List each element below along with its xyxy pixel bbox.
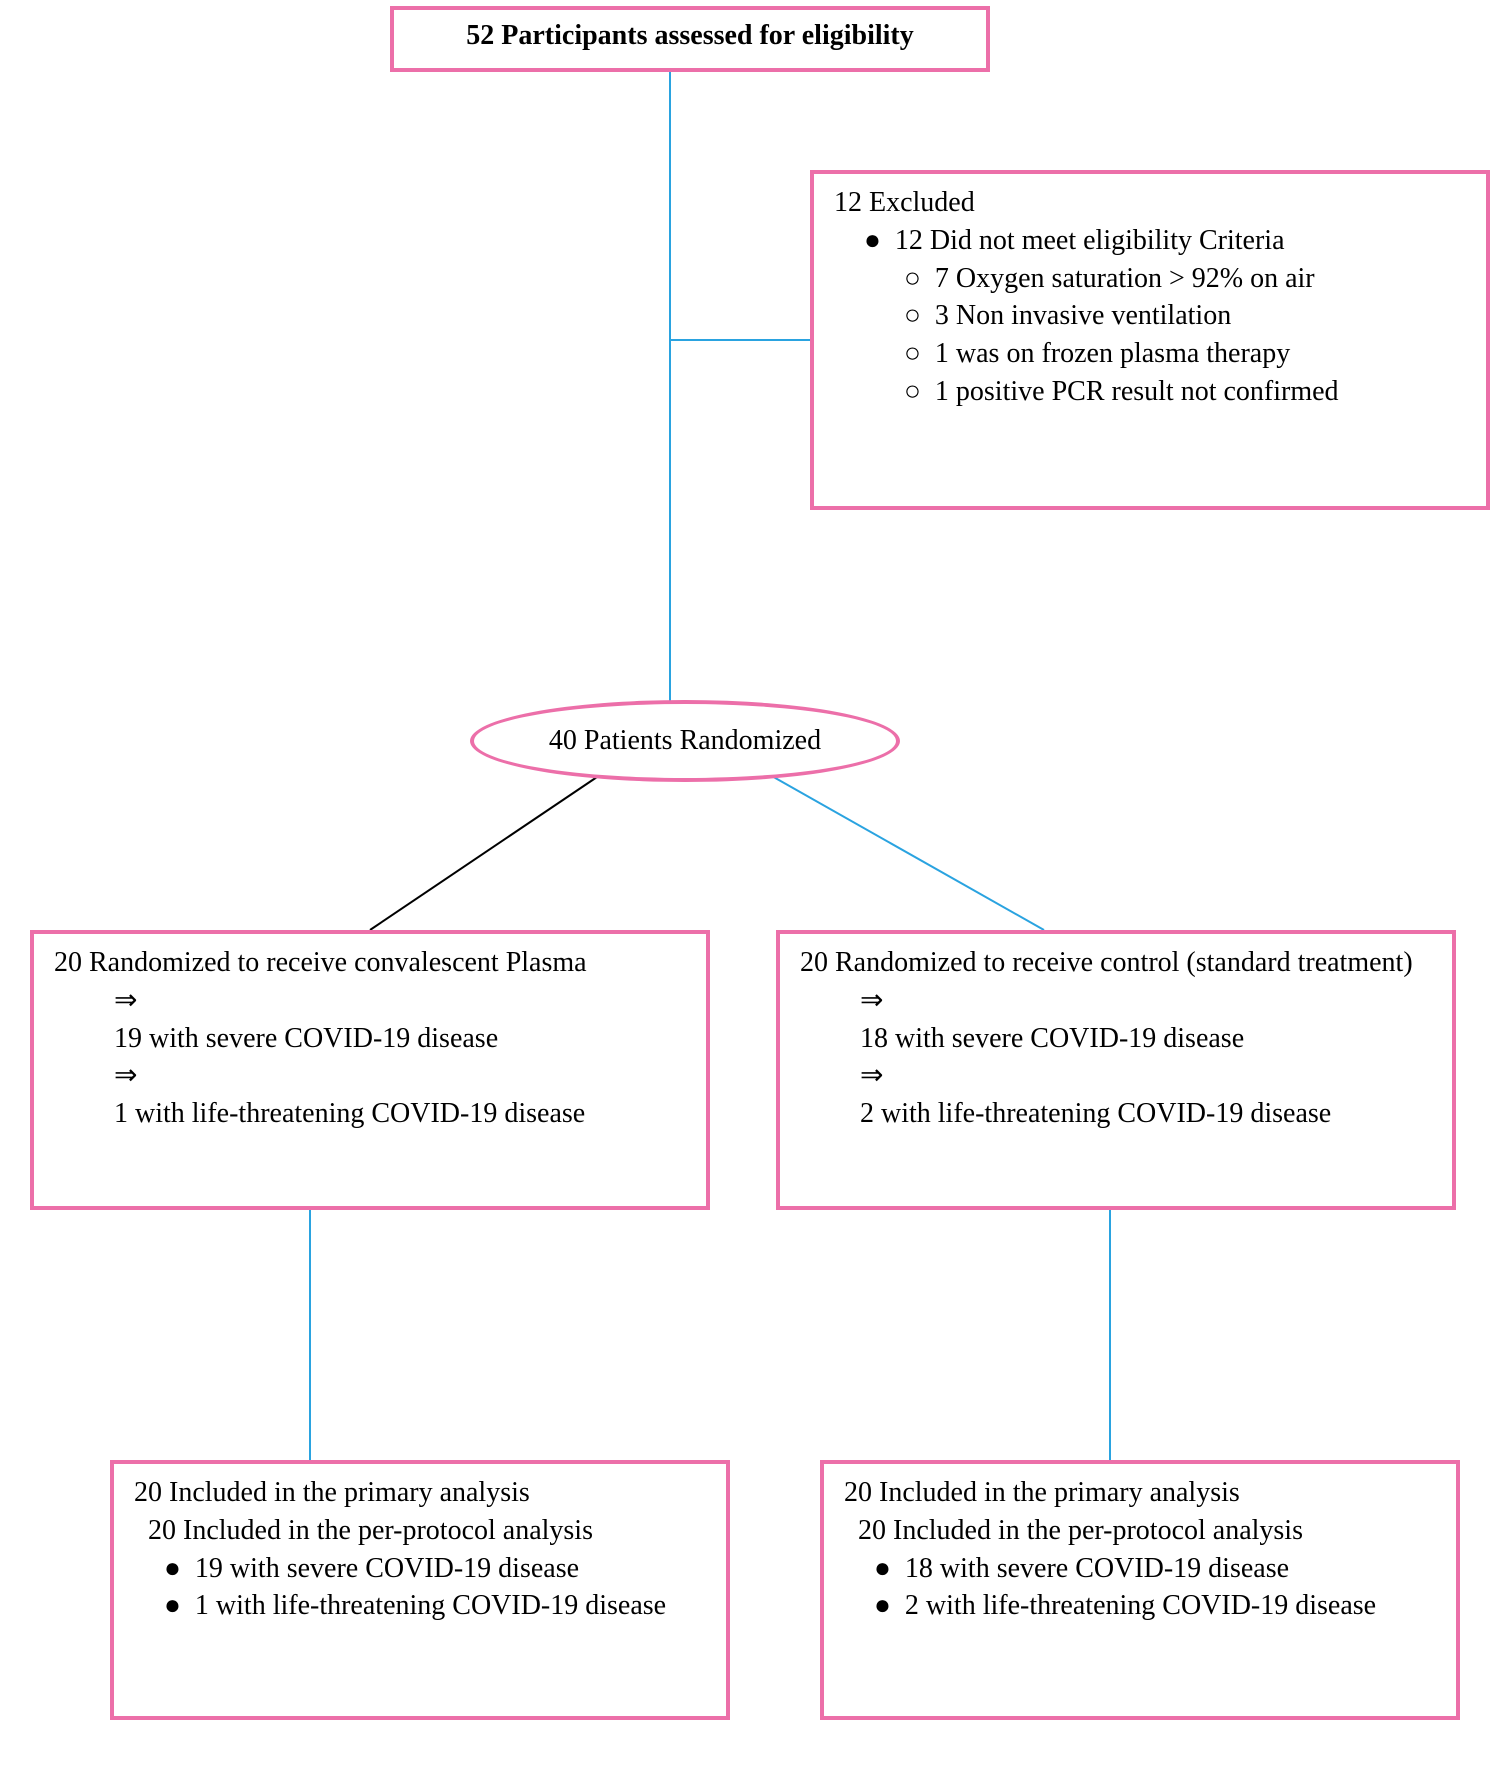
- arm-control-title: 20 Randomized to receive control (standa…: [800, 944, 1432, 982]
- excluded-level2: ○ 7 Oxygen saturation > 92% on air○ 3 No…: [834, 260, 1466, 411]
- arm-plasma-list: ⇒ 19 with severe COVID-19 disease⇒ 1 wit…: [54, 982, 686, 1133]
- excluded-bullet-l1: ● 12 Did not meet eligibility Criteria: [864, 222, 1466, 260]
- analysis-bullet: ● 18 with severe COVID-19 disease: [874, 1550, 1436, 1588]
- analysis-control-bullets: ● 18 with severe COVID-19 disease● 2 wit…: [844, 1550, 1436, 1626]
- node-assessed: 52 Participants assessed for eligibility: [390, 6, 990, 72]
- assessed-text: 52 Participants assessed for eligibility: [414, 20, 966, 52]
- edge-randomized-arm_plasma: [370, 775, 600, 930]
- analysis-line: 20 Included in the primary analysis: [134, 1474, 706, 1512]
- excluded-level1: ● 12 Did not meet eligibility Criteria: [834, 222, 1466, 260]
- node-excluded: 12 Excluded ● 12 Did not meet eligibilit…: [810, 170, 1490, 510]
- node-analysis-control: 20 Included in the primary analysis 20 I…: [820, 1460, 1460, 1720]
- arm-control-list: ⇒ 18 with severe COVID-19 disease⇒ 2 wit…: [800, 982, 1432, 1133]
- node-analysis-plasma: 20 Included in the primary analysis 20 I…: [110, 1460, 730, 1720]
- arrow-item: ⇒ 19 with severe COVID-19 disease: [114, 982, 686, 1058]
- excluded-bullet-l2: ○ 3 Non invasive ventilation: [904, 297, 1466, 335]
- arrow-item: ⇒ 2 with life-threatening COVID-19 disea…: [860, 1057, 1432, 1133]
- arrow-item: ⇒ 1 with life-threatening COVID-19 disea…: [114, 1057, 686, 1133]
- analysis-bullet: ● 2 with life-threatening COVID-19 disea…: [874, 1587, 1436, 1625]
- analysis-line: 20 Included in the primary analysis: [844, 1474, 1436, 1512]
- analysis-bullet: ● 19 with severe COVID-19 disease: [164, 1550, 706, 1588]
- flowchart-canvas: 52 Participants assessed for eligibility…: [0, 0, 1502, 1774]
- edge-assessed-excluded: [670, 72, 810, 340]
- randomized-text: 40 Patients Randomized: [529, 722, 841, 760]
- analysis-plasma-bullets: ● 19 with severe COVID-19 disease● 1 wit…: [134, 1550, 706, 1626]
- excluded-bullet-l2: ○ 7 Oxygen saturation > 92% on air: [904, 260, 1466, 298]
- analysis-control-lines: 20 Included in the primary analysis 20 I…: [844, 1474, 1436, 1550]
- arm-plasma-title: 20 Randomized to receive convalescent Pl…: [54, 944, 686, 982]
- excluded-title: 12 Excluded: [834, 184, 1466, 222]
- edge-randomized-arm_control: [770, 775, 1044, 930]
- excluded-bullet-l2: ○ 1 was on frozen plasma therapy: [904, 335, 1466, 373]
- node-arm-plasma: 20 Randomized to receive convalescent Pl…: [30, 930, 710, 1210]
- analysis-line: 20 Included in the per-protocol analysis: [134, 1512, 706, 1550]
- analysis-bullet: ● 1 with life-threatening COVID-19 disea…: [164, 1587, 706, 1625]
- arrow-item: ⇒ 18 with severe COVID-19 disease: [860, 982, 1432, 1058]
- excluded-bullet-l2: ○ 1 positive PCR result not confirmed: [904, 373, 1466, 411]
- analysis-plasma-lines: 20 Included in the primary analysis 20 I…: [134, 1474, 706, 1550]
- analysis-line: 20 Included in the per-protocol analysis: [844, 1512, 1436, 1550]
- node-randomized: 40 Patients Randomized: [470, 700, 900, 782]
- node-arm-control: 20 Randomized to receive control (standa…: [776, 930, 1456, 1210]
